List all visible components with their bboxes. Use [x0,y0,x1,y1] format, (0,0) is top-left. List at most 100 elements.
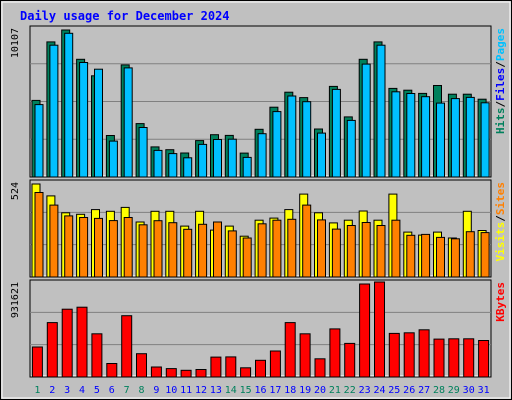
bar-pages-day-16 [257,133,267,178]
panel-top: 10107 Hits/Files/Pages [10,25,507,178]
bar-pages-day-25 [391,91,401,178]
bar-kbytes-day-26 [403,332,415,378]
bar-kbytes-day-31 [478,340,490,378]
bar-sites-day-21 [331,228,341,278]
bar-pages-day-15 [242,156,252,178]
bar-pages-day-12 [198,143,208,178]
panel-bottom: 931621 KBytes [10,279,507,378]
bar-pages-day-20 [317,132,326,178]
bar-kbytes-day-15 [240,367,252,378]
x-tick-label-30: 30 [463,385,475,396]
bar-kbytes-day-7 [121,315,133,378]
legend-entry: Visits [494,222,507,262]
x-tick-label-3: 3 [64,385,70,396]
series-sites [34,192,490,278]
bar-sites-day-11 [183,228,193,278]
bar-pages-day-10 [168,153,178,178]
bar-sites-day-27 [421,233,431,278]
x-tick-label-20: 20 [314,385,326,396]
bar-kbytes-day-16 [255,359,266,378]
x-tick-label-21: 21 [329,385,341,396]
bar-pages-day-7 [123,67,133,178]
bar-pages-day-31 [480,102,490,178]
bar-kbytes-day-29 [448,338,460,378]
bar-pages-day-5 [94,68,103,178]
bar-kbytes-day-8 [136,353,147,378]
legend-entry: Hits [494,108,507,135]
bar-sites-day-31 [480,232,490,278]
legend-entry: / [494,215,507,222]
bar-kbytes-day-10 [165,368,177,378]
bar-kbytes-day-11 [180,369,192,378]
x-tick-label-17: 17 [269,385,281,396]
bar-sites-day-1 [34,192,44,278]
bar-pages-day-1 [34,104,44,178]
bar-pages-day-3 [64,32,74,178]
bar-sites-day-10 [168,222,178,278]
bar-kbytes-day-4 [76,306,88,378]
bar-kbytes-day-14 [225,356,237,378]
panel-legend: Hits/Files/Pages [494,28,507,134]
chart-panels: 10107 Hits/Files/Pages 524Visits/Sites9316… [10,25,507,378]
bar-pages-day-4 [79,62,89,178]
bar-pages-day-30 [465,96,475,178]
bar-sites-day-20 [317,219,326,278]
x-tick-label-6: 6 [109,385,115,396]
bar-pages-day-23 [361,63,371,178]
bar-sites-day-30 [465,231,475,278]
panel-middle: 524 Visits/Sites [10,179,507,278]
bar-kbytes-day-18 [284,322,296,378]
bar-kbytes-day-24 [374,281,385,378]
bar-kbytes-day-17 [269,350,281,378]
bar-kbytes-day-28 [433,338,445,378]
bar-pages-day-18 [287,95,297,178]
bar-sites-day-14 [227,230,237,278]
x-tick-label-13: 13 [210,385,222,396]
x-tick-label-27: 27 [418,385,430,396]
x-tick-label-24: 24 [373,385,385,396]
legend-entry: Files [494,68,507,101]
x-tick-label-2: 2 [49,385,55,396]
bar-pages-day-14 [227,138,237,178]
bar-kbytes-day-22 [344,342,356,378]
bar-pages-day-29 [450,98,460,178]
legend-entry: KBytes [494,282,507,322]
bar-pages-day-8 [138,127,148,178]
bar-sites-day-7 [123,217,133,278]
bar-kbytes-day-12 [195,369,207,378]
series-pages [34,32,490,178]
bar-kbytes-day-3 [61,308,73,378]
bar-kbytes-day-23 [359,283,371,378]
bar-sites-day-18 [287,218,297,278]
bar-sites-day-17 [272,219,282,278]
bar-kbytes-day-9 [150,366,162,378]
x-tick-label-22: 22 [344,385,356,396]
bar-pages-day-28 [436,102,445,178]
bar-pages-day-19 [302,101,312,178]
bar-sites-day-2 [49,204,59,278]
x-tick-label-12: 12 [195,385,207,396]
bar-kbytes-day-21 [329,328,341,378]
bar-pages-day-9 [153,149,163,178]
panel-max-label: 10107 [10,28,21,58]
bar-pages-day-27 [421,96,431,178]
bar-sites-day-8 [138,224,148,278]
bar-sites-day-29 [450,238,460,278]
bar-sites-day-22 [346,225,356,278]
x-tick-label-4: 4 [79,385,85,396]
bar-sites-day-13 [213,221,222,278]
x-tick-label-14: 14 [225,385,237,396]
x-tick-label-1: 1 [34,385,40,396]
bar-sites-day-15 [242,237,252,278]
x-tick-label-15: 15 [240,385,252,396]
bar-kbytes-day-6 [106,363,118,378]
bar-kbytes-day-27 [418,329,430,378]
chart-title: Daily usage for December 2024 [20,9,230,23]
bar-pages-day-2 [49,44,59,178]
x-tick-label-8: 8 [138,385,144,396]
bar-kbytes-day-5 [91,333,103,378]
x-tick-label-31: 31 [478,385,490,396]
